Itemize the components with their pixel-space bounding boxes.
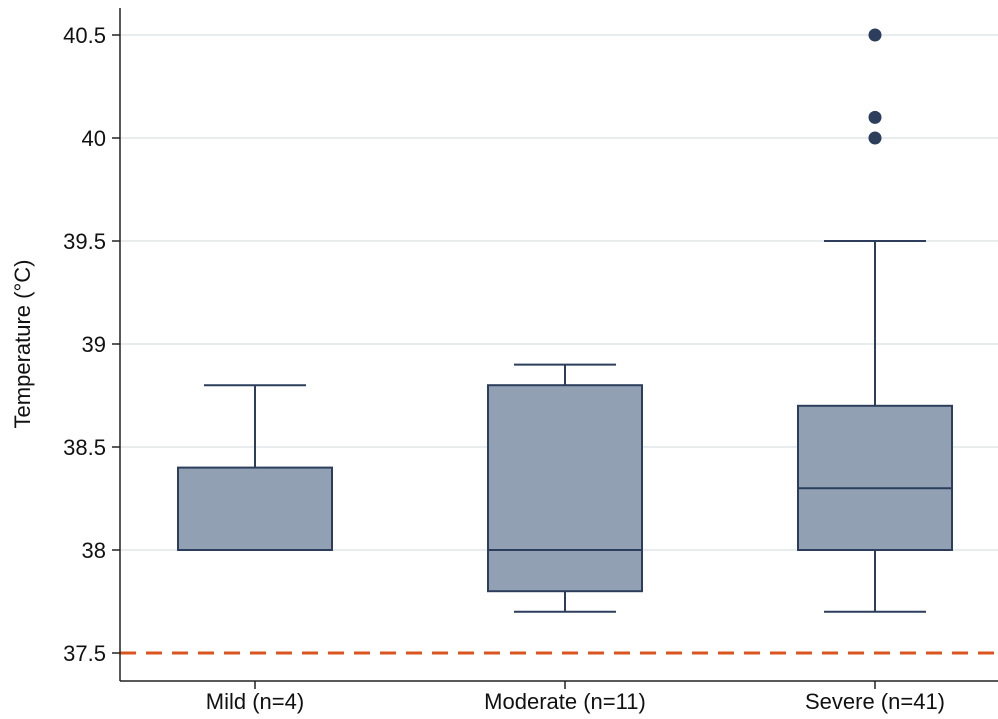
y-tick-label: 40 [82,126,106,151]
y-axis-title: Temperature (°C) [10,260,35,429]
outlier-point [868,131,882,145]
y-ticks: 37.5 38 38.5 39 39.5 40 40.5 [63,23,120,666]
x-tick-label: Severe (n=41) [805,689,945,714]
box-group [797,28,953,613]
box [797,404,953,551]
y-tick-label: 38.5 [63,435,106,460]
x-tick-label: Moderate (n=11) [484,689,646,714]
outlier-point [868,28,882,42]
box [177,466,333,552]
y-tick-label: 39.5 [63,229,106,254]
y-tick-label: 37.5 [63,641,106,666]
y-tick-label: 38 [82,538,106,563]
y-tick-label: 39 [82,332,106,357]
y-tick-label: 40.5 [63,23,106,48]
box [487,384,643,593]
box-group [487,363,643,613]
x-ticks: Mild (n=4) Moderate (n=11) Severe (n=41) [206,681,945,714]
box-group [177,384,333,552]
outlier-point [868,110,882,124]
x-tick-label: Mild (n=4) [206,689,304,714]
boxes [177,28,953,613]
